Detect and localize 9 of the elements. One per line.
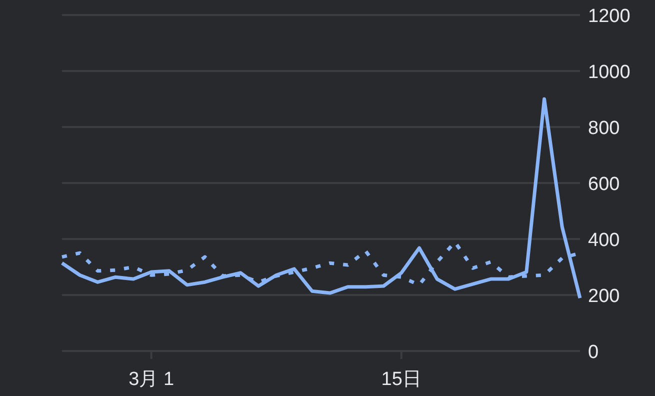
x-tick-label: 3月 1: [128, 369, 174, 390]
y-tick-label: 200: [588, 286, 620, 307]
y-tick-label: 0: [588, 342, 599, 363]
x-tick-label: 15日: [381, 369, 422, 390]
y-tick-label: 1200: [588, 6, 630, 27]
y-tick-label: 800: [588, 118, 620, 139]
y-tick-label: 1000: [588, 62, 630, 83]
y-tick-label: 600: [588, 174, 620, 195]
y-tick-label: 400: [588, 230, 620, 251]
